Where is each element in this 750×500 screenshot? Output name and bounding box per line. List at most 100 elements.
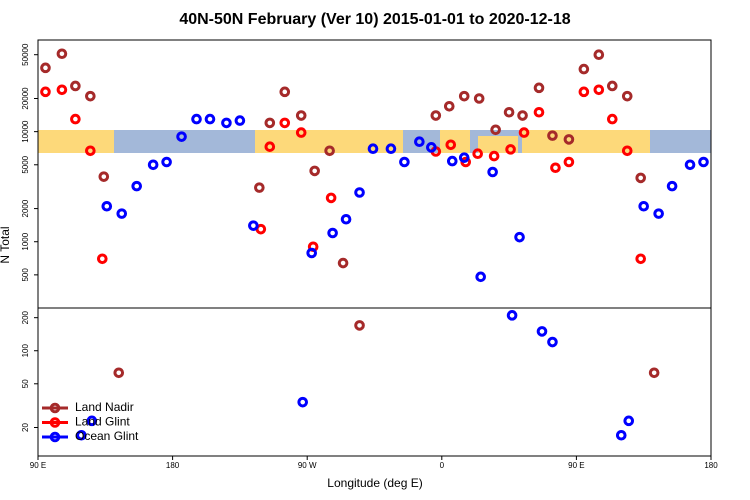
point: [503, 106, 515, 118]
point: [623, 415, 635, 427]
point: [354, 187, 365, 198]
point: [593, 49, 605, 61]
point: [221, 117, 232, 129]
point: [306, 247, 317, 259]
point: [131, 180, 143, 192]
point: [116, 208, 128, 219]
point: [506, 310, 518, 321]
point: [638, 200, 650, 212]
point: [56, 48, 68, 60]
point: [536, 326, 548, 337]
point: [254, 182, 265, 193]
point: [653, 208, 664, 219]
plot-frame: [37, 39, 712, 457]
legend-label: Ocean Glint: [75, 429, 139, 443]
point: [340, 213, 352, 225]
point: [648, 367, 660, 379]
legend-marker: [49, 417, 61, 428]
point: [533, 106, 545, 118]
point: [264, 117, 276, 129]
land: [522, 130, 650, 153]
point: [550, 162, 561, 174]
legend-label: Land Glint: [75, 415, 130, 429]
point: [399, 156, 410, 168]
y-tick-label: 5000: [21, 155, 30, 173]
point: [70, 80, 81, 92]
point: [505, 144, 516, 155]
point: [309, 165, 320, 177]
point: [666, 180, 678, 192]
point: [204, 113, 216, 125]
point: [684, 159, 696, 171]
point: [635, 172, 647, 184]
point: [533, 82, 545, 94]
point: [443, 100, 455, 112]
y-axis-label: N Total: [0, 226, 12, 263]
point: [327, 227, 338, 239]
point: [593, 84, 605, 96]
point: [487, 166, 498, 178]
point: [514, 231, 525, 243]
point: [518, 127, 530, 138]
x-tick-label: 90 W: [298, 461, 317, 470]
point: [161, 156, 172, 168]
point: [621, 145, 633, 157]
point: [458, 90, 470, 102]
point: [475, 271, 486, 283]
point: [295, 110, 307, 121]
point: [490, 124, 501, 136]
chart-title: 40N-50N February (Ver 10) 2015-01-01 to …: [179, 11, 570, 28]
point: [86, 415, 98, 427]
x-tick-label: 180: [166, 461, 180, 470]
point: [473, 93, 485, 104]
point: [698, 156, 709, 168]
point: [279, 86, 291, 98]
point: [113, 367, 125, 379]
point: [367, 143, 379, 154]
point: [337, 257, 349, 269]
point: [325, 192, 337, 204]
point: [547, 336, 558, 348]
point: [147, 159, 159, 171]
point: [426, 142, 437, 153]
legend-marker: [49, 402, 61, 414]
x-tick-label: 90 E: [568, 461, 584, 470]
point: [101, 200, 113, 212]
point: [430, 110, 442, 121]
legend-marker: [49, 431, 61, 443]
land: [255, 130, 403, 153]
point: [445, 139, 457, 151]
point: [85, 145, 96, 157]
point: [70, 113, 81, 125]
point: [547, 130, 558, 141]
point: [385, 143, 397, 154]
point: [354, 320, 365, 331]
point: [295, 127, 307, 138]
point: [606, 113, 618, 125]
point: [578, 86, 590, 98]
point: [191, 113, 202, 125]
point: [76, 429, 87, 441]
y-tick-label: 2000: [21, 199, 30, 217]
map-strip: [38, 130, 711, 153]
point: [40, 62, 51, 74]
point: [264, 141, 276, 152]
x-tick-label: 90 E: [30, 461, 46, 470]
x-tick-label: 180: [704, 461, 718, 470]
x-axis-label: Longitude (deg E): [327, 476, 422, 490]
y-tick-label: 20: [21, 422, 30, 431]
point: [414, 136, 425, 148]
y-tick-label: 10000: [21, 120, 30, 143]
point: [324, 145, 335, 157]
y-tick-label: 1000: [21, 232, 30, 250]
point: [248, 220, 259, 231]
point: [56, 84, 68, 96]
point: [563, 134, 575, 145]
y-tick-label: 50: [21, 379, 30, 388]
point: [606, 80, 618, 92]
point: [563, 156, 575, 168]
point: [635, 253, 647, 265]
point: [458, 152, 470, 163]
point: [85, 90, 96, 102]
